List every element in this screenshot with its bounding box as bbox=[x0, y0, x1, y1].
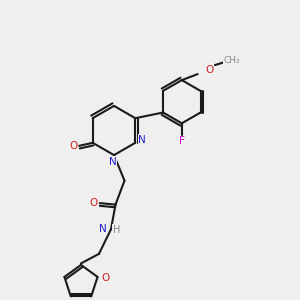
Text: O: O bbox=[70, 141, 78, 151]
Text: CH₃: CH₃ bbox=[223, 56, 240, 65]
Text: H: H bbox=[113, 225, 120, 235]
Text: N: N bbox=[99, 224, 106, 234]
Text: O: O bbox=[206, 64, 214, 75]
Text: O: O bbox=[101, 273, 109, 284]
Text: O: O bbox=[90, 198, 98, 208]
Text: N: N bbox=[109, 157, 116, 167]
Text: F: F bbox=[179, 136, 185, 146]
Text: N: N bbox=[138, 135, 146, 145]
